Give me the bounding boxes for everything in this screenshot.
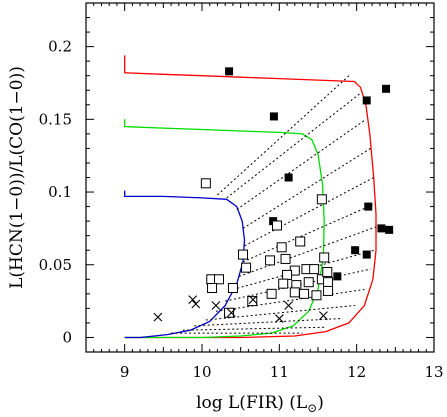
filled-square-point [382,84,391,93]
tick-labels: 9 10 11 12 13 0 0.05 0.1 0.15 0.2 [39,38,444,381]
axis-ticks [85,2,435,353]
x-axis-label: log L(FIR) (L⊙) [196,393,324,415]
dotted-line [242,147,371,229]
x-axis-label-main: log L(FIR) (L [196,393,307,413]
x-tick-label: 9 [120,363,130,381]
data-points [153,67,394,323]
y-axis-label: L(HCN(1−0))/L(CO(1−0)) [7,66,27,289]
dotted-line [217,75,350,196]
dotted-line [182,326,325,331]
cross-point [226,308,236,318]
dotted-line [236,118,367,210]
open-square-point [311,290,322,301]
open-square-point [224,307,235,318]
filled-square-point [385,225,394,234]
open-square-point [322,267,333,278]
open-square-point [309,264,320,275]
x-axis-label-sub: ⊙ [307,401,317,415]
cross-point [274,314,284,323]
model-curve-red [124,55,377,339]
dotted-line [226,92,361,199]
filled-square-point [269,112,278,121]
filled-square-point [333,272,342,281]
cross-point [188,295,198,305]
cross-point [319,311,328,321]
open-square-point [319,252,330,263]
y-tick-label: 0.05 [39,256,72,274]
plot-frame [85,2,435,353]
open-square-point [200,178,211,189]
filled-square-point [284,173,293,182]
filled-square-point [351,246,360,255]
open-square-point [295,236,306,247]
dotted-line [194,318,342,327]
filled-square-point [362,96,371,105]
open-square-point [323,277,334,288]
open-square-point [289,287,300,298]
cross-point [248,295,258,305]
x-tick-label: 10 [192,363,211,381]
x-tick-label: 13 [424,363,443,381]
filled-square-point [364,202,373,211]
y-tick-label: 0 [62,328,72,346]
x-axis-label-close: ) [317,393,324,413]
open-square-point [207,283,218,294]
open-square-point [272,220,283,231]
x-tick-label: 12 [347,363,366,381]
filled-square-point [362,250,371,259]
cross-point [153,312,163,322]
model-curve-green [124,119,325,339]
open-square-point [214,274,225,285]
open-square-point [266,288,277,299]
open-square-point [303,277,314,288]
open-square-point [227,283,238,294]
open-square-point [299,288,310,299]
cross-point [211,301,221,310]
open-square-point [323,285,334,296]
y-tick-label: 0.2 [48,38,72,56]
dotted-line [244,177,374,247]
open-square-point [278,278,289,289]
open-square-point [241,262,252,273]
open-square-point [276,242,287,253]
x-tick-label: 11 [270,363,289,381]
open-square-point [265,255,276,266]
cross-point [284,301,294,310]
filled-square-point [377,224,386,233]
open-square-point [237,249,248,260]
dotted-line [238,226,377,277]
open-square-point [316,194,327,205]
dotted-line [242,203,376,263]
open-square-point [282,269,293,280]
model-curves [124,55,377,339]
open-square-point [280,253,291,264]
y-tick-label: 0.1 [48,183,72,201]
y-tick-label: 0.15 [39,110,72,128]
filled-square-point [225,67,234,76]
cross-point [191,299,201,309]
